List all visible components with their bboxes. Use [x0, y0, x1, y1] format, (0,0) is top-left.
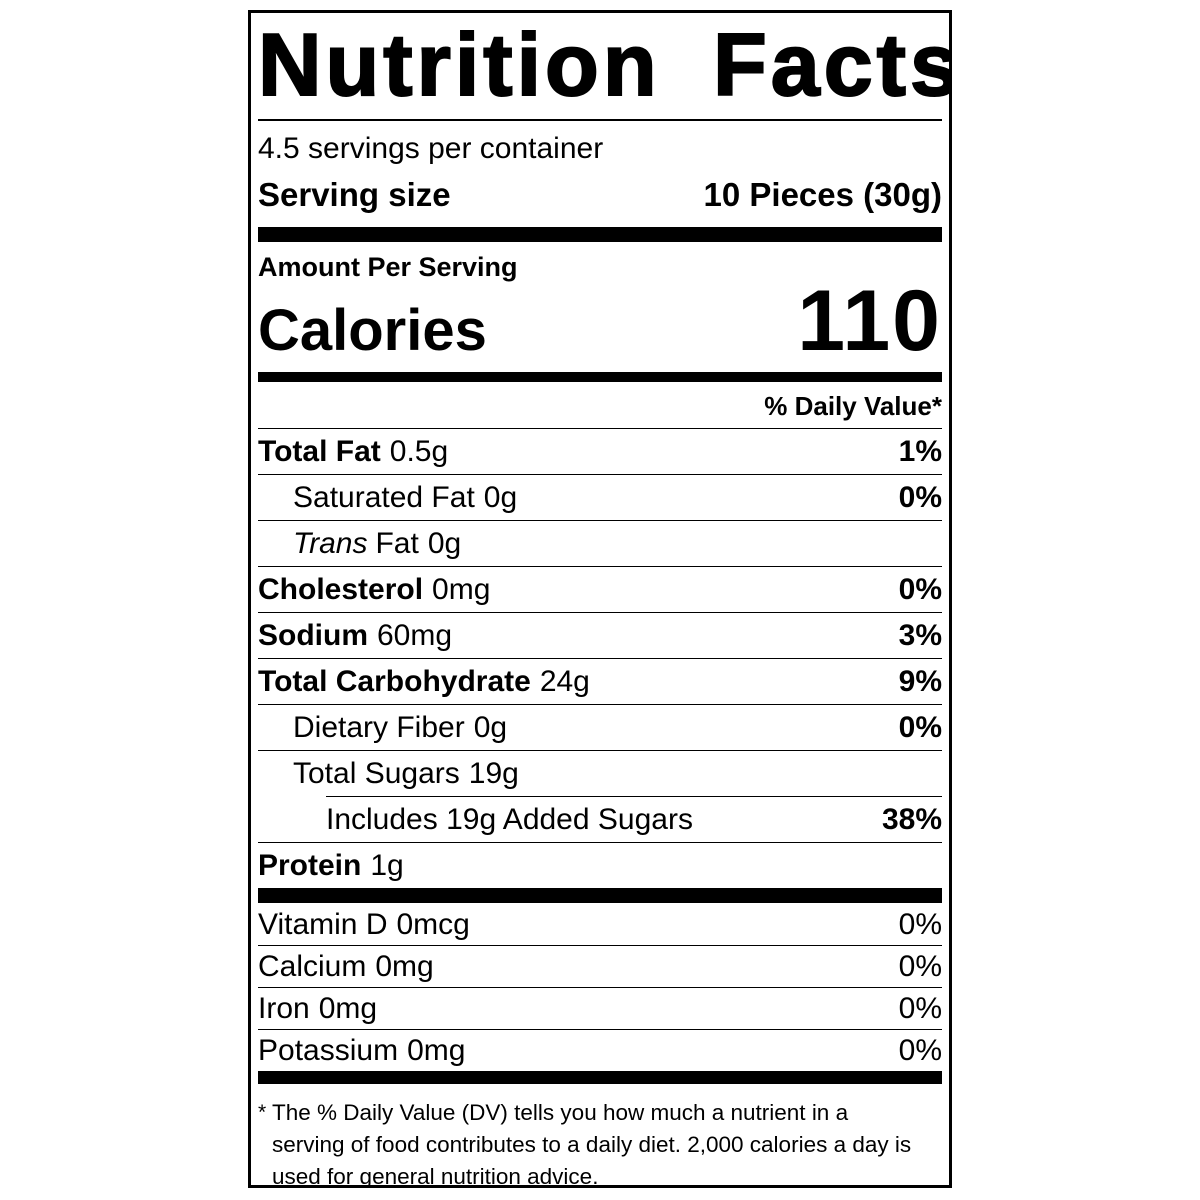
nutrient-name: Cholesterol [258, 573, 424, 606]
nutrient-name-italic: Trans [293, 527, 368, 560]
nutrient-name: Potassium [258, 1034, 399, 1067]
nutrient-row-saturated-fat: Saturated Fat 0g 0% [258, 474, 942, 520]
nutrient-dv: 38% [881, 803, 942, 836]
footnote: * The % Daily Value (DV) tells you how m… [258, 1097, 942, 1188]
label-title: Nutrition Facts [257, 14, 949, 121]
calories-label: Calories [258, 298, 487, 363]
nutrient-row-protein: Protein 1g [258, 842, 942, 888]
amount-per-serving-label: Amount Per Serving [258, 252, 518, 282]
nutrient-name: Total Carbohydrate [258, 665, 531, 698]
medium-divider-bar [258, 372, 942, 382]
micronutrient-row-vitamin-d: Vitamin D 0mcg 0% [258, 903, 942, 945]
calories-row: Calories 110 [258, 273, 942, 369]
nutrient-name: Sodium [258, 619, 368, 652]
nutrient-amount: 0mg [375, 950, 434, 983]
nutrient-dv: 0% [898, 1034, 942, 1067]
nutrient-amount: 0g [427, 527, 462, 560]
nutrient-amount: 1g [370, 849, 404, 882]
thick-divider-bar [258, 227, 942, 242]
nutrient-dv: 3% [898, 619, 942, 652]
footnote-text: The % Daily Value (DV) tells you how muc… [272, 1100, 912, 1188]
nutrient-dv: 0% [898, 481, 942, 514]
micronutrient-row-potassium: Potassium 0mg 0% [258, 1029, 942, 1071]
nutrient-row-total-fat: Total Fat 0.5g 1% [258, 429, 942, 474]
nutrient-dv: 0% [898, 992, 942, 1025]
nutrient-dv: 0% [898, 908, 942, 941]
nutrient-dv: 0% [898, 573, 942, 606]
nutrient-name: Dietary Fiber [293, 711, 465, 744]
daily-value-header: % Daily Value* [258, 382, 942, 429]
nutrient-amount: 0g [473, 711, 508, 744]
nutrient-name: Saturated Fat [293, 481, 475, 514]
nutrient-row-added-sugars: Includes 19g Added Sugars 38% [258, 796, 942, 842]
nutrient-dv: 1% [898, 435, 942, 468]
nutrient-amount: 24g [539, 665, 590, 698]
nutrient-amount: 0mg [407, 1034, 466, 1067]
thick-divider-bar [258, 888, 942, 903]
nutrient-name: Calcium [258, 950, 367, 983]
micronutrient-row-calcium: Calcium 0mg 0% [258, 945, 942, 987]
nutrient-amount: 0.5g [389, 435, 449, 468]
nutrient-row-total-sugars: Total Sugars 19g [258, 750, 942, 796]
nutrient-row-dietary-fiber: Dietary Fiber 0g 0% [258, 704, 942, 750]
servings-per-container: 4.5 servings per container [258, 132, 604, 165]
nutrition-facts-label: Nutrition Facts 4.5 servings per contain… [248, 10, 952, 1188]
nutrient-amount: 0mg [432, 573, 491, 606]
nutrient-name: Protein [258, 849, 362, 882]
nutrient-amount: 0g [483, 481, 518, 514]
calories-value: 110 [797, 273, 942, 369]
thick-divider-bar [258, 1071, 942, 1084]
micronutrient-row-iron: Iron 0mg 0% [258, 987, 942, 1029]
nutrient-row-cholesterol: Cholesterol 0mg 0% [258, 566, 942, 612]
nutrient-amount: 0mg [318, 992, 378, 1025]
nutrient-row-trans-fat: Trans Fat 0g [258, 520, 942, 566]
nutrient-dv: 0% [898, 950, 942, 983]
nutrient-amount: 0mcg [396, 908, 470, 941]
nutrient-name: Vitamin D [258, 908, 388, 941]
nutrient-name: Total Sugars [293, 757, 460, 790]
serving-size-value: 10 Pieces (30g) [703, 176, 942, 213]
nutrient-amount: 19g [468, 757, 519, 790]
nutrient-row-total-carbohydrate: Total Carbohydrate 24g 9% [258, 658, 942, 704]
serving-size-label: Serving size [258, 176, 451, 213]
footnote-asterisk: * [258, 1101, 267, 1124]
nutrient-amount: 60mg [377, 619, 453, 652]
nutrient-name: Total Fat [258, 435, 381, 468]
serving-size-row: Serving size 10 Pieces (30g) [258, 171, 942, 227]
nutrient-name: Fat [375, 527, 419, 560]
nutrient-name: Includes 19g Added Sugars [326, 803, 693, 836]
nutrient-dv: 0% [898, 711, 942, 744]
nutrient-row-sodium: Sodium 60mg 3% [258, 612, 942, 658]
nutrient-name: Iron [258, 992, 310, 1025]
nutrient-dv: 9% [898, 665, 942, 698]
